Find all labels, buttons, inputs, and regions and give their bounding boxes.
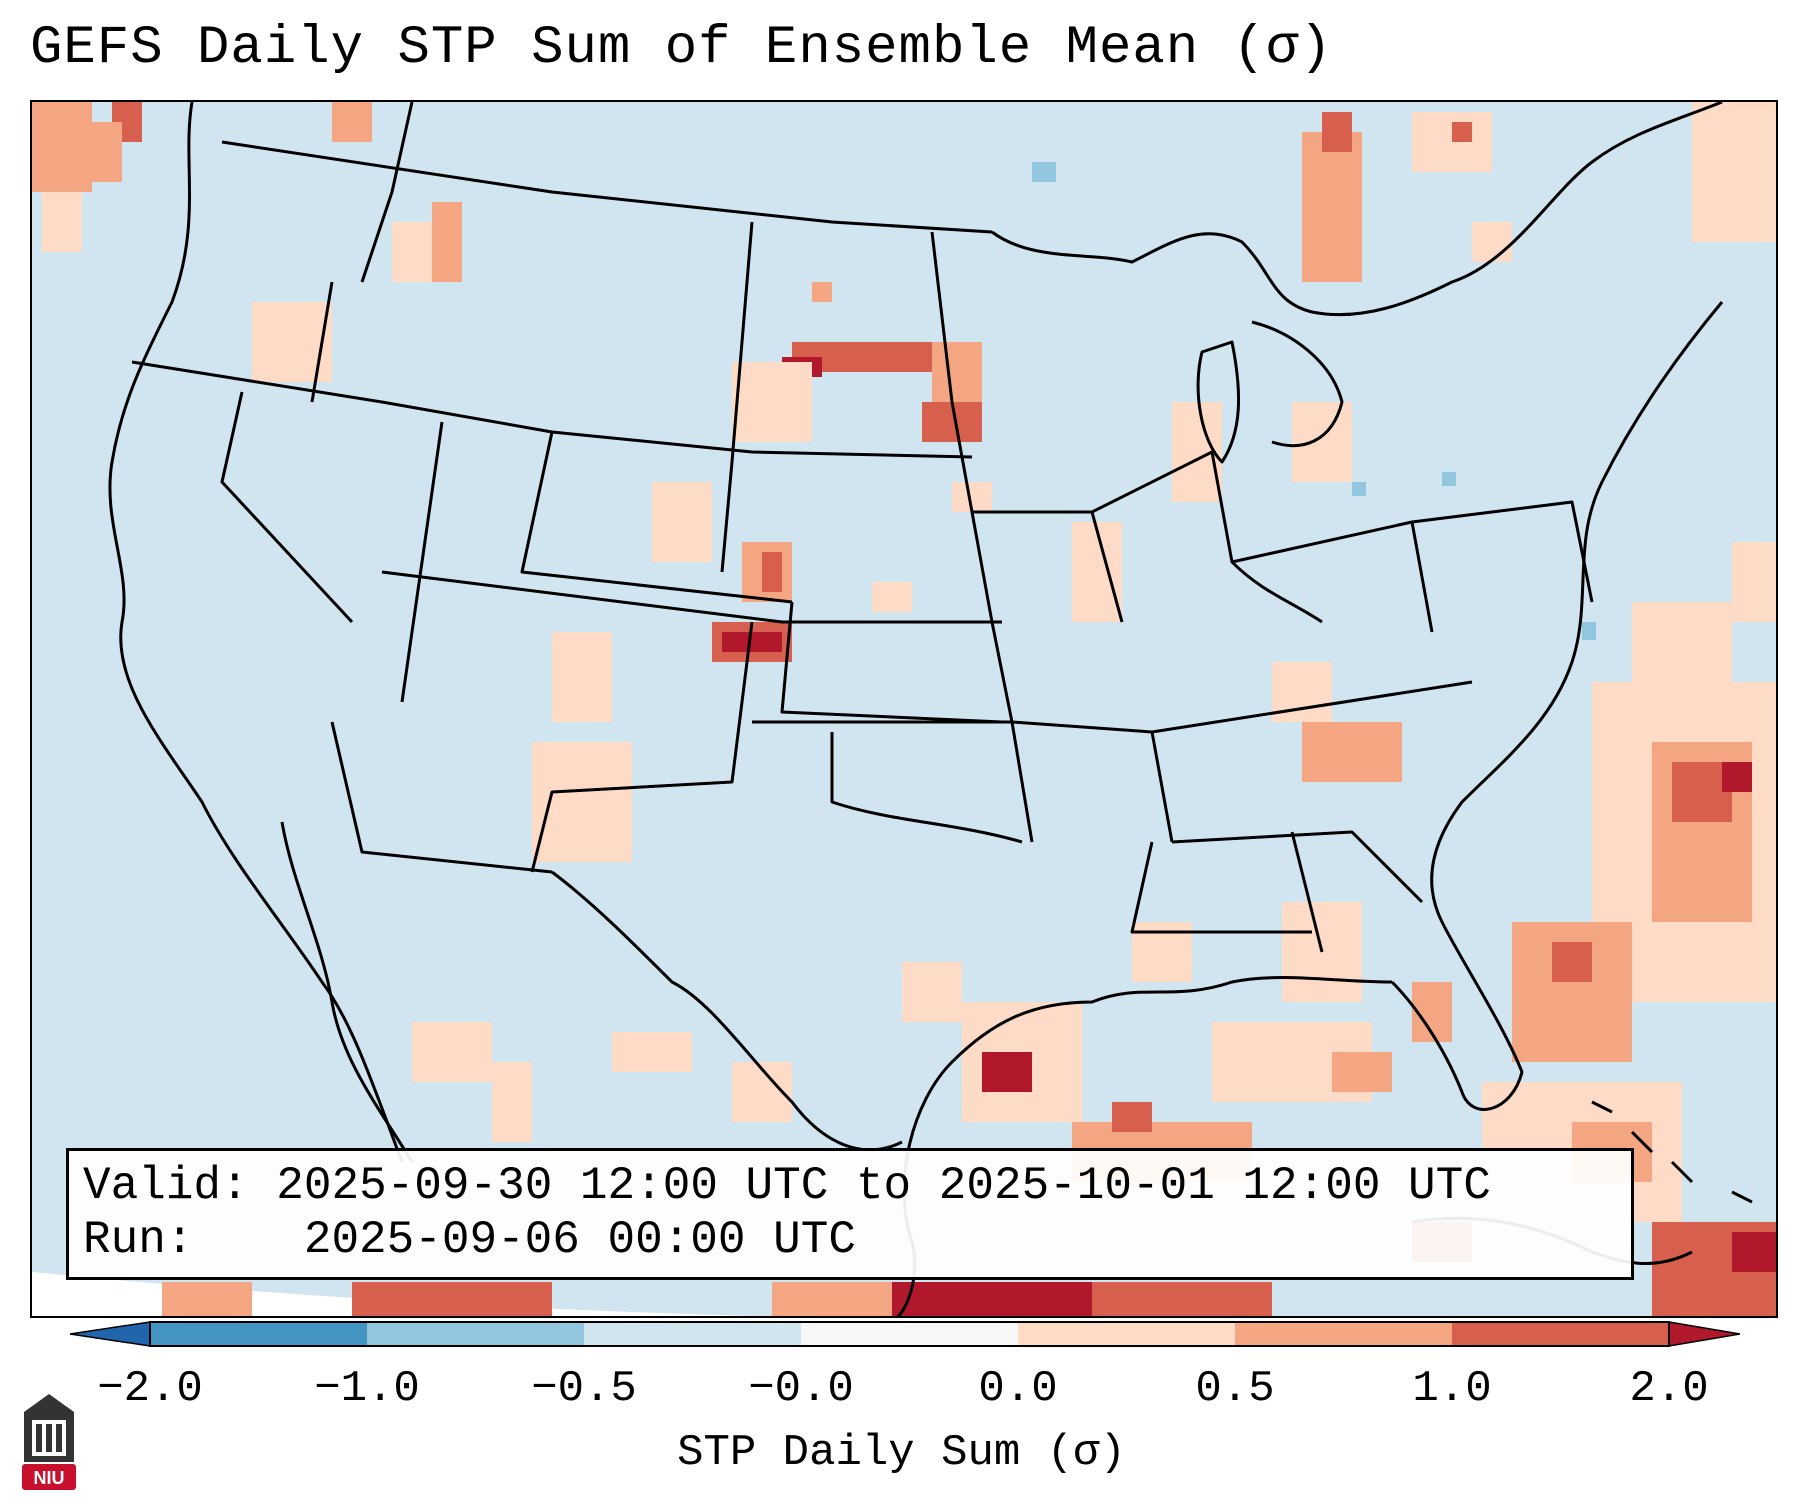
- state-line-2: [360, 102, 414, 283]
- colorbar-tick: 1.0: [1412, 1364, 1492, 1414]
- colorbar-tick: −0.0: [748, 1364, 854, 1414]
- baja-coastline: [280, 821, 414, 1163]
- colorbar-tick: −2.0: [97, 1364, 203, 1414]
- colorbar-tick: −0.5: [531, 1364, 637, 1414]
- state-line-10: [530, 621, 754, 873]
- state-line-13: [830, 732, 1023, 844]
- colorbar-tick: 2.0: [1629, 1364, 1709, 1414]
- chart-title: GEFS Daily STP Sum of Ensemble Mean (σ): [30, 18, 1333, 79]
- boundary-lines: [108, 102, 1753, 1316]
- colorbar: [70, 1321, 1740, 1347]
- state-line-11: [330, 721, 553, 874]
- colorbar-label: STP Daily Sum (σ): [677, 1428, 1126, 1478]
- stp-anomaly-cells: [32, 102, 1776, 1316]
- us-mexico-border: [551, 870, 903, 1152]
- state-line-23: [1411, 500, 1594, 603]
- state-line-20: [1171, 830, 1424, 904]
- east-coastline: [1390, 301, 1724, 1111]
- state-line-8: [720, 221, 754, 573]
- run-label: Run:: [83, 1214, 194, 1266]
- colorbar-segment: [801, 1322, 1018, 1346]
- colorbar-segment: [150, 1322, 367, 1346]
- state-line-7: [381, 570, 1002, 624]
- colorbar-segment: [1452, 1322, 1669, 1346]
- valid-label: Valid:: [83, 1160, 249, 1212]
- state-line-22: [1290, 831, 1324, 953]
- state-line-4: [520, 431, 793, 604]
- valid-value: 2025-09-30 12:00 UTC to 2025-10-01 12:00…: [276, 1160, 1491, 1212]
- state-line-6: [220, 391, 354, 624]
- run-value: 2025-09-06 00:00 UTC: [303, 1214, 856, 1266]
- colorbar-segment: [584, 1322, 801, 1346]
- colorbar-tick: −1.0: [314, 1364, 420, 1414]
- logo-text: NIU: [34, 1468, 65, 1488]
- colorbar-segment: [367, 1322, 584, 1346]
- niu-logo: NIU: [22, 1394, 76, 1490]
- west-coastline: [108, 102, 404, 1163]
- logo-plate: [22, 1464, 76, 1490]
- michigan-lower: [1251, 320, 1344, 448]
- colorbar-extend-low: [70, 1321, 151, 1347]
- bahamas-islands: [1591, 1100, 1753, 1204]
- validity-info-box: Valid: 2025-09-30 12:00 UTC to 2025-10-0…: [66, 1148, 1634, 1280]
- state-line-5: [400, 421, 444, 703]
- colorbar-outline: [149, 1321, 1670, 1347]
- colorbar-segment: [1018, 1322, 1235, 1346]
- state-line-3: [310, 281, 334, 403]
- lake-michigan: [1196, 340, 1241, 464]
- state-line-19: [1151, 680, 1473, 734]
- colorbar-tick: 0.0: [978, 1364, 1058, 1414]
- colorbar-extend-high: [1668, 1321, 1740, 1347]
- state-line-9: [780, 601, 1003, 724]
- state-line-21: [1130, 841, 1312, 934]
- colorbar-tick: 0.5: [1195, 1364, 1275, 1414]
- map-svg: [32, 102, 1776, 1316]
- map-panel[interactable]: [30, 100, 1778, 1318]
- northern-boundary: [991, 102, 1723, 317]
- colorbar-segment: [1235, 1322, 1452, 1346]
- canada-us-border: [221, 140, 993, 234]
